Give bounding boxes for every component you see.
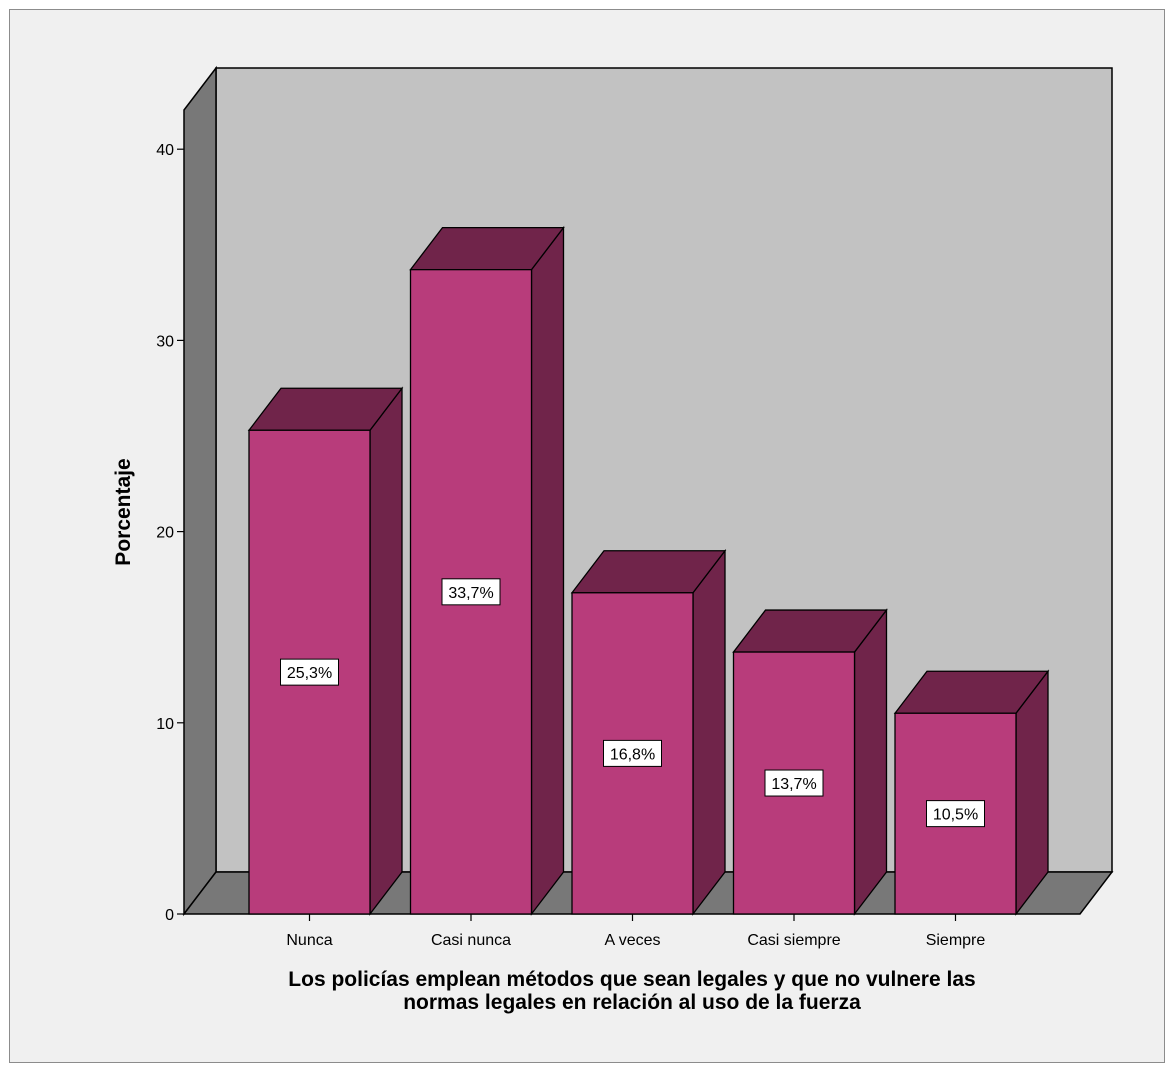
bar-side — [530, 225, 565, 916]
data-label-box — [441, 578, 501, 606]
bars: 25,3% 33,7% 16,8% 13,7% 10,5% — [247, 225, 1050, 916]
bar-side — [692, 548, 726, 916]
x-tick-label: Siempre — [926, 932, 986, 949]
y-tick-label: 0 — [165, 907, 174, 924]
y-tick-label: 20 — [156, 525, 174, 542]
x-tick-label: A veces — [604, 932, 660, 949]
x-axis-title-line-1: Los policías emplean métodos que sean le… — [288, 968, 976, 991]
y-axis: 0 10 20 30 40 — [156, 142, 184, 924]
side-wall — [183, 65, 217, 917]
data-label: 25,3% — [287, 665, 332, 682]
bar: 10,5% — [893, 669, 1050, 916]
data-label-box — [764, 769, 824, 797]
bar: 33,7% — [409, 225, 565, 916]
bar: 25,3% — [247, 386, 404, 916]
y-axis-label: Porcentaje — [112, 458, 135, 565]
x-axis-title: Los policías emplean métodos que sean le… — [0, 968, 1174, 1014]
data-label: 33,7% — [448, 585, 493, 602]
data-label-box — [926, 800, 985, 828]
data-label: 16,8% — [610, 746, 655, 763]
bar: 13,7% — [732, 608, 888, 916]
x-axis-ticks: Nunca Casi nunca A veces Casi siempre Siempr… — [286, 914, 985, 949]
data-label-box — [603, 739, 662, 767]
y-tick-label: 40 — [156, 142, 174, 159]
x-tick-label: Casi nunca — [431, 932, 511, 949]
x-tick-label: Casi siempre — [747, 932, 840, 949]
data-label: 13,7% — [771, 776, 816, 793]
bar: 16,8% — [570, 548, 727, 916]
data-label: 10,5% — [933, 807, 978, 824]
y-tick-label: 10 — [156, 716, 174, 733]
data-label-box — [280, 658, 339, 686]
x-axis-title-line-2: normas legales en relación al uso de la … — [403, 991, 861, 1014]
bar-side — [853, 608, 888, 916]
y-tick-label: 30 — [156, 333, 174, 350]
bar-side — [369, 386, 403, 916]
x-tick-label: Nunca — [286, 932, 332, 949]
